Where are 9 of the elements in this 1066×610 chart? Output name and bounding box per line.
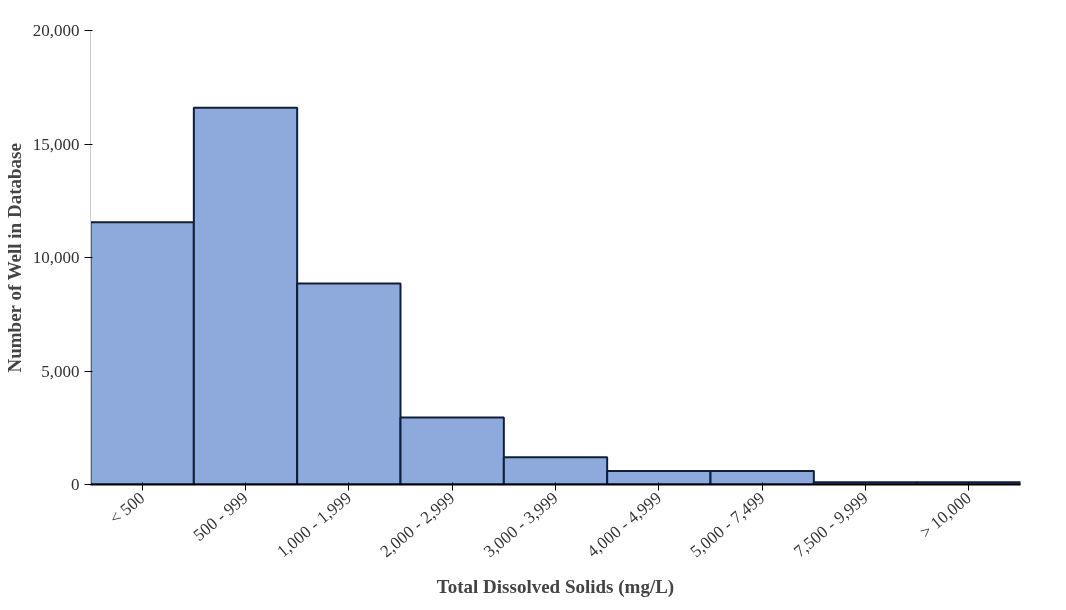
- y-tick-label: 0: [71, 475, 80, 494]
- x-tick-label: < 500: [105, 488, 149, 529]
- y-tick-label: 5,000: [41, 361, 80, 381]
- y-tick-label: 15,000: [32, 134, 80, 154]
- x-tick-label: 500 - 999: [189, 488, 252, 545]
- y-tick-label: 10,000: [32, 248, 80, 267]
- y-tick-label: 20,000: [32, 21, 80, 40]
- y-axis-title: Number of Well in Database: [3, 143, 25, 373]
- x-axis-title: Total Dissolved Solids (mg/L): [436, 576, 675, 599]
